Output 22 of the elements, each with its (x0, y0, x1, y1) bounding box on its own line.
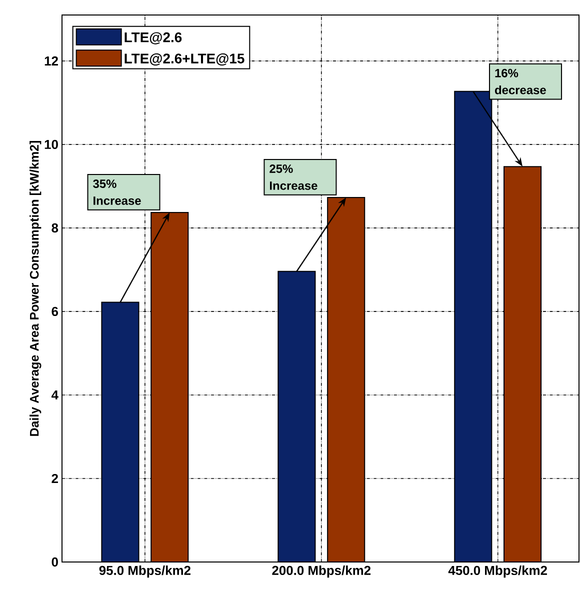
y-tick-label: 8 (52, 223, 58, 233)
y-tick-label: 10 (44, 140, 58, 150)
annotation: 35% Increase (93, 180, 141, 205)
y-tick-label: 6 (52, 306, 58, 316)
y-tick-label: 2 (52, 474, 58, 484)
legend-label: LTE@2.6 (124, 32, 182, 44)
bar (454, 90, 492, 562)
x-tick-label: 95.0 Mbps/km2 (99, 566, 190, 578)
legend-label: LTE@2.6+LTE@15 (124, 53, 244, 66)
bar (504, 166, 542, 562)
annotation: 16% decrease (494, 68, 546, 94)
bar (278, 270, 316, 562)
y-tick-label: 4 (51, 390, 58, 400)
annotation: 25% Increase (270, 164, 318, 190)
x-tick-label: 200.0 Mbps/km2 (272, 566, 371, 578)
x-tick-label: 450.0 Mbps/km2 (448, 566, 547, 578)
bar (101, 302, 140, 562)
bar (150, 212, 189, 562)
bar (327, 196, 366, 562)
y-tick-label: 0 (52, 557, 58, 567)
y-axis-title: Daily Average Area Power Consumption [kW/km2] (30, 141, 42, 436)
y-tick-label: 12 (44, 56, 58, 66)
